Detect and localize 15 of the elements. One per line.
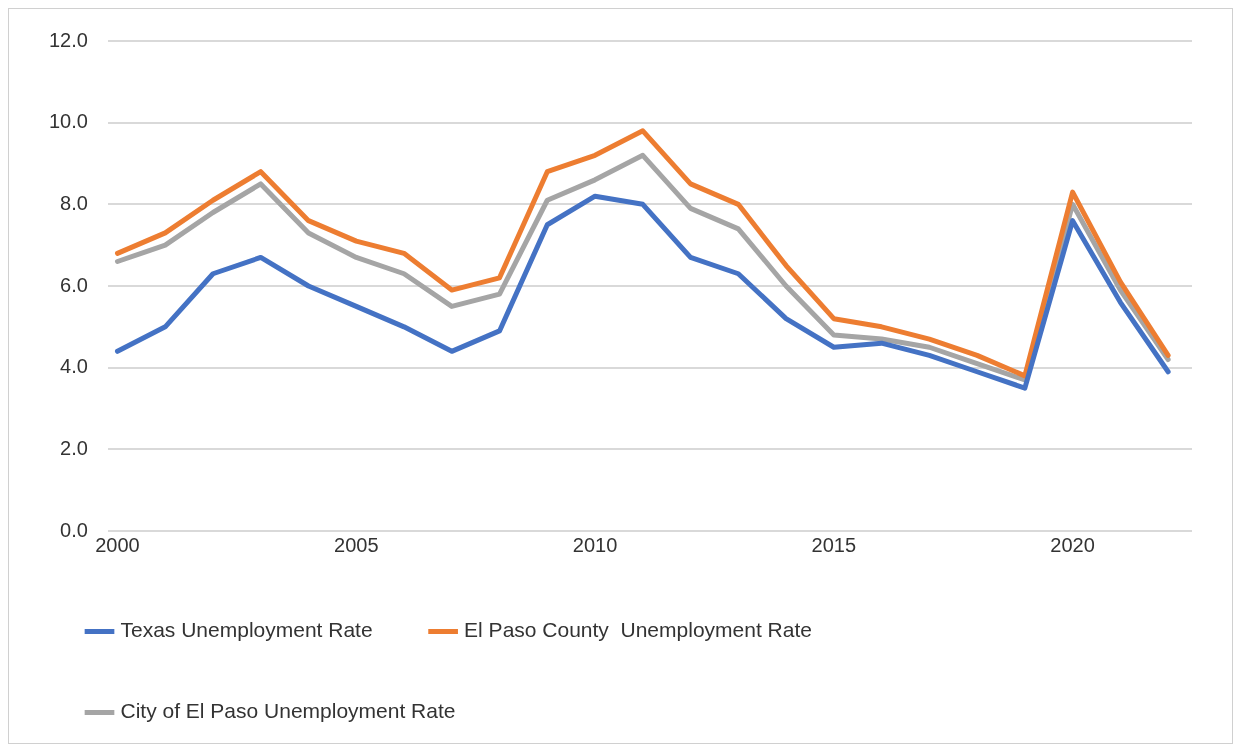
y-tick-label: 2.0 — [60, 436, 88, 459]
legend-label: Texas Unemployment Rate — [120, 618, 373, 642]
legend-label: City of El Paso Unemployment Rate — [120, 699, 456, 723]
x-tick-label: 2020 — [1050, 533, 1095, 556]
y-tick-label: 10.0 — [48, 110, 88, 133]
legend-label: El Paso County Unemployment Rate — [464, 618, 812, 642]
y-tick-label: 6.0 — [60, 273, 88, 296]
y-tick-label: 8.0 — [60, 191, 88, 214]
x-tick-label: 2005 — [334, 533, 379, 556]
y-tick-label: 4.0 — [60, 355, 88, 378]
x-tick-label: 2010 — [572, 533, 618, 556]
y-tick-label: 12.0 — [48, 28, 88, 51]
y-tick-label: 0.0 — [60, 518, 88, 541]
x-tick-label: 2000 — [95, 533, 140, 556]
x-tick-label: 2015 — [811, 533, 857, 556]
